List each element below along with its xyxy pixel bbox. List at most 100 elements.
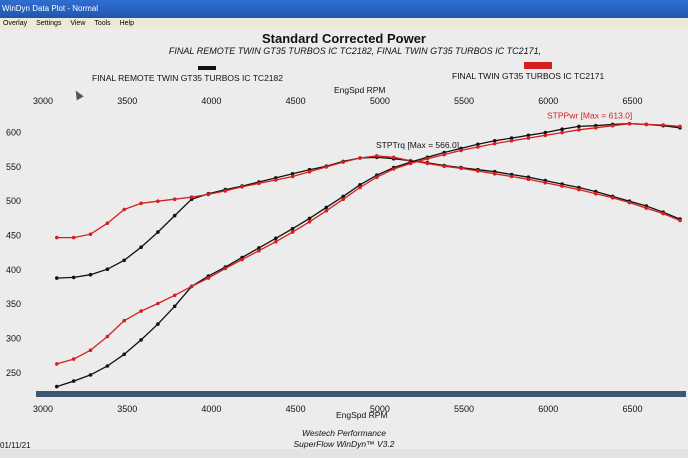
data-point bbox=[71, 235, 76, 240]
data-point bbox=[560, 184, 564, 188]
data-point bbox=[290, 172, 295, 176]
window-title-bar: WinDyn Data Plot - Normal bbox=[0, 0, 688, 18]
data-point bbox=[105, 334, 110, 339]
data-point bbox=[223, 189, 228, 193]
data-point bbox=[172, 213, 177, 218]
data-point bbox=[122, 207, 126, 212]
y-tick-label: 600 bbox=[6, 128, 21, 138]
data-point bbox=[71, 275, 76, 280]
data-point bbox=[55, 362, 59, 366]
data-point bbox=[290, 226, 295, 231]
data-point bbox=[644, 206, 649, 210]
data-point bbox=[156, 199, 160, 203]
data-point bbox=[257, 248, 261, 253]
y-tick-label: 250 bbox=[6, 368, 21, 378]
data-point bbox=[341, 197, 346, 201]
data-point bbox=[307, 216, 312, 221]
x-tick-label-bottom: 6500 bbox=[622, 404, 642, 414]
data-point bbox=[122, 258, 126, 263]
data-point bbox=[358, 183, 362, 187]
data-point bbox=[172, 293, 177, 298]
series-line-stppwr-3 bbox=[56, 123, 681, 365]
y-tick-label: 300 bbox=[6, 334, 21, 344]
data-point bbox=[425, 161, 430, 166]
data-point bbox=[274, 239, 278, 244]
data-point bbox=[139, 309, 143, 313]
data-point bbox=[240, 257, 244, 262]
data-point bbox=[139, 245, 143, 249]
power-max-annotation: STPPwr [Max = 613.0] bbox=[547, 111, 632, 121]
data-point bbox=[189, 195, 194, 199]
data-point bbox=[71, 357, 76, 361]
menu-overlay[interactable]: Overlay bbox=[3, 20, 28, 27]
series-line-stptrq-1 bbox=[56, 155, 681, 239]
data-point bbox=[223, 266, 228, 271]
data-point bbox=[391, 155, 396, 160]
data-point bbox=[88, 232, 93, 236]
data-point bbox=[577, 128, 581, 132]
data-point bbox=[678, 218, 682, 223]
plot-area bbox=[0, 29, 688, 458]
x-tick-label-bottom: 4000 bbox=[201, 404, 221, 414]
data-point bbox=[55, 235, 59, 240]
menu-settings[interactable]: Settings bbox=[36, 20, 62, 27]
legend-swatch-right bbox=[524, 62, 552, 69]
data-point bbox=[290, 230, 295, 234]
data-point bbox=[206, 276, 211, 280]
data-point bbox=[274, 236, 278, 241]
x-axis-bar bbox=[36, 391, 686, 397]
data-point bbox=[492, 141, 497, 146]
data-point bbox=[543, 133, 548, 138]
data-point bbox=[290, 174, 295, 179]
x-tick-label-top: 5000 bbox=[370, 96, 390, 106]
x-tick-label-bottom: 3000 bbox=[33, 404, 53, 414]
data-point bbox=[257, 181, 261, 186]
data-point bbox=[543, 130, 548, 135]
y-tick-label: 350 bbox=[6, 299, 21, 309]
data-point bbox=[324, 209, 329, 213]
data-point bbox=[610, 196, 615, 200]
menu-tools[interactable]: Tools bbox=[94, 20, 111, 27]
x-tick-label-top: 4500 bbox=[286, 96, 306, 106]
data-point bbox=[324, 205, 329, 210]
data-point bbox=[375, 154, 379, 158]
y-tick-label: 400 bbox=[6, 265, 21, 275]
data-point bbox=[678, 124, 682, 129]
data-point bbox=[476, 145, 480, 149]
footer-brand: Westech Performance bbox=[302, 428, 386, 438]
legend-swatch-left bbox=[198, 66, 216, 70]
data-point bbox=[543, 180, 548, 185]
data-point bbox=[55, 276, 59, 280]
x-tick-label-top: 6000 bbox=[538, 96, 558, 106]
data-point bbox=[476, 169, 480, 173]
y-tick-label: 500 bbox=[6, 196, 21, 206]
menu-bar: Overlay Settings View Tools Help bbox=[0, 18, 688, 29]
x-tick-label-top: 3500 bbox=[117, 96, 137, 106]
data-point bbox=[358, 156, 362, 160]
data-point bbox=[189, 284, 194, 289]
data-point bbox=[627, 121, 632, 126]
x-tick-label-top: 6500 bbox=[622, 96, 642, 106]
x-tick-label-bottom: 5000 bbox=[370, 404, 390, 414]
x-tick-label-top: 4000 bbox=[201, 96, 221, 106]
data-point bbox=[122, 352, 126, 357]
data-point bbox=[240, 185, 244, 189]
window-title: WinDyn Data Plot - Normal bbox=[2, 4, 99, 13]
menu-help[interactable]: Help bbox=[119, 20, 135, 27]
data-point bbox=[526, 133, 531, 138]
menu-view[interactable]: View bbox=[70, 20, 86, 27]
series-line-stppwr-2 bbox=[56, 123, 681, 388]
data-point bbox=[156, 301, 160, 306]
data-point bbox=[425, 156, 430, 161]
run-date: 01/11/21 bbox=[0, 441, 31, 450]
data-point bbox=[560, 127, 564, 131]
data-point bbox=[55, 384, 59, 389]
x-axis-label-top: EngSpd RPM bbox=[334, 85, 386, 95]
data-point bbox=[105, 267, 110, 272]
data-point bbox=[577, 124, 581, 129]
data-point bbox=[594, 191, 598, 196]
footer-software: SuperFlow WinDyn™ V3.2 bbox=[293, 439, 395, 449]
legend-label-right: FINAL TWIN GT35 TURBOS IC TC2171 bbox=[452, 71, 605, 81]
